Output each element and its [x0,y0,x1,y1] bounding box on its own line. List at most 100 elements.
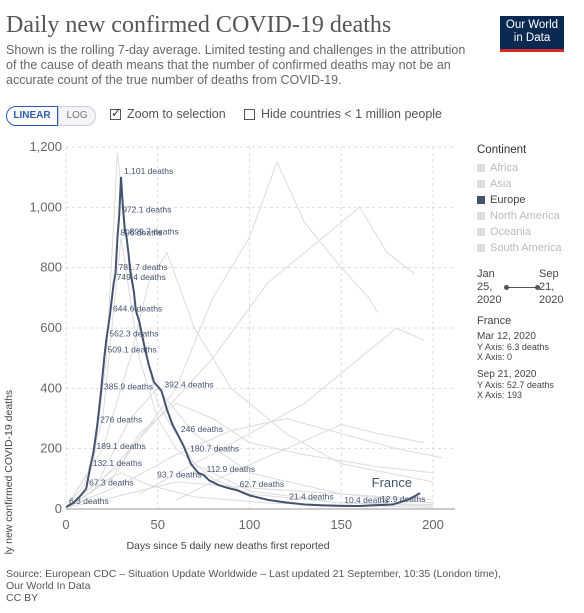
background-country-line [65,251,434,508]
data-label: 972.1 deaths [122,205,171,215]
continent-legend: Continent Africa Asia Europe North America O… [477,144,562,256]
background-country-line [65,417,443,508]
legend-label: Oceania [490,226,531,238]
data-label: 21.4 deaths [289,492,333,502]
data-label: 385.9 deaths [104,382,153,392]
data-label: 749.4 deaths [117,272,166,282]
background-country-line [139,327,425,495]
france-line [65,176,421,508]
y-tick-label: 200 [40,441,62,456]
data-label: 1,101 deaths [124,166,173,176]
background-country-line [102,206,415,480]
info-end-date: Sep 21, 2020 [477,369,537,380]
info-end-y: Y Axis: 52.7 deaths [477,380,554,390]
legend-swatch [477,212,485,220]
legend-item-asia[interactable]: Asia [477,176,562,192]
y-tick-label: 400 [40,380,62,395]
data-label: 132.1 deaths [93,458,142,468]
zoom-checkbox-box[interactable] [110,106,121,120]
logo-line-1: Our World [505,19,559,31]
axes: 0 200 400 600 800 1,000 1,200 0 50 100 150 200 [29,139,455,532]
timeline-start-day: 25, [477,281,493,293]
legend-swatch [477,196,485,204]
legend-item-south-america[interactable]: South America [477,240,562,256]
owid-logo[interactable]: Our World in Data [500,16,564,52]
data-label: 10.4 deaths [344,495,388,505]
info-end-x: X Axis: 193 [477,390,523,400]
info-country: France [477,315,512,327]
timeline-end[interactable]: Sep 21, 2020 [539,268,563,307]
hide-checkbox-label: Hide countries < 1 million people [261,107,443,121]
data-label: 276 deaths [100,415,142,425]
legend-label: North America [490,210,560,222]
line-chart[interactable]: 0 200 400 600 800 1,000 1,200 0 50 100 150 200 6.3 … [0,135,475,555]
background-country-line [65,152,434,508]
data-label: 246 deaths [181,424,223,434]
data-label: 12.9 deaths [381,494,425,504]
data-label: 392.4 deaths [164,380,213,390]
chart-subtitle: Shown is the rolling 7-day average. Limi… [6,43,466,87]
x-tick-label: 100 [239,517,261,532]
linear-scale-button[interactable]: LINEAR [6,106,58,126]
info-start-date: Mar 12, 2020 [477,331,536,342]
legend-swatch [477,180,485,188]
x-axis-label: Days since 5 daily new deaths first repo… [126,540,329,552]
hide-small-countries-checkbox[interactable]: Hide countries < 1 million people [244,107,442,121]
legend-swatch [477,244,485,252]
highlighted-series: 6.3 deaths 67.3 deaths 132.1 deaths 189.1 d… [65,166,425,508]
x-tick-label: 0 [62,517,69,532]
hide-checkbox-box[interactable] [244,108,255,120]
y-tick-label: 800 [40,260,62,275]
y-axis-label: Daily new confirmed COVID-19 deaths [3,390,15,555]
background-country-line [65,402,434,508]
x-tick-label: 150 [330,517,352,532]
zoom-to-selection-checkbox[interactable]: Zoom to selection [110,106,226,121]
legend-item-africa[interactable]: Africa [477,160,562,176]
legend-item-europe[interactable]: Europe [477,192,562,208]
timeline-slider[interactable] [504,285,540,290]
footer-license[interactable]: CC BY [6,592,39,604]
timeline-end-month: Sep [539,268,559,280]
legend-title: Continent [477,144,527,156]
footer-source: Source: European CDC – Situation Update … [6,568,501,580]
info-start-y: Y Axis: 6.3 deaths [477,342,549,352]
timeline-start-year: 2020 [477,294,502,306]
legend-label: Africa [490,162,519,174]
data-label: 67.3 deaths [89,478,133,488]
data-label: 896 deaths [120,228,162,238]
timeline-end-year: 2020 [539,294,564,306]
y-tick-label: 1,000 [29,199,62,214]
legend-item-oceania[interactable]: Oceania [477,224,562,240]
data-label: 189.1 deaths [97,441,146,451]
timeline-start[interactable]: Jan 25, 2020 [477,268,501,307]
legend-label: Asia [490,178,512,190]
zoom-checkbox-label: Zoom to selection [127,107,226,121]
footer-org: Our World In Data [6,580,91,592]
data-label: 781.7 deaths [119,262,168,272]
background-country-line [65,472,434,508]
data-label: 112.9 deaths [207,464,256,474]
data-label: 509.1 deaths [108,344,157,354]
hover-info-panel: France Mar 12, 2020 Y Axis: 6.3 deaths X… [477,315,554,401]
legend-swatch [477,228,485,236]
y-tick-label: 0 [55,501,62,516]
series-name-label: France [372,475,412,490]
log-scale-button[interactable]: LOG [58,106,96,126]
data-label: 62.7 deaths [240,479,284,489]
data-label: 899.7 deaths [130,227,179,237]
background-country-line [65,387,434,508]
y-tick-label: 1,200 [29,139,62,154]
y-tick-label: 600 [40,320,62,335]
footer: Source: European CDC – Situation Update … [6,568,501,604]
legend-item-north-america[interactable]: North America [477,208,562,224]
background-country-line [65,481,434,508]
x-tick-label: 200 [422,517,444,532]
data-label: 180.7 deaths [190,443,239,453]
legend-swatch [477,164,485,172]
background-country-line [65,237,434,508]
x-tick-label: 50 [151,517,165,532]
info-start-x: X Axis: 0 [477,352,513,362]
data-label: 93.7 deaths [157,470,201,480]
data-label: 644.6 deaths [113,304,162,314]
legend-label: Europe [490,194,526,206]
